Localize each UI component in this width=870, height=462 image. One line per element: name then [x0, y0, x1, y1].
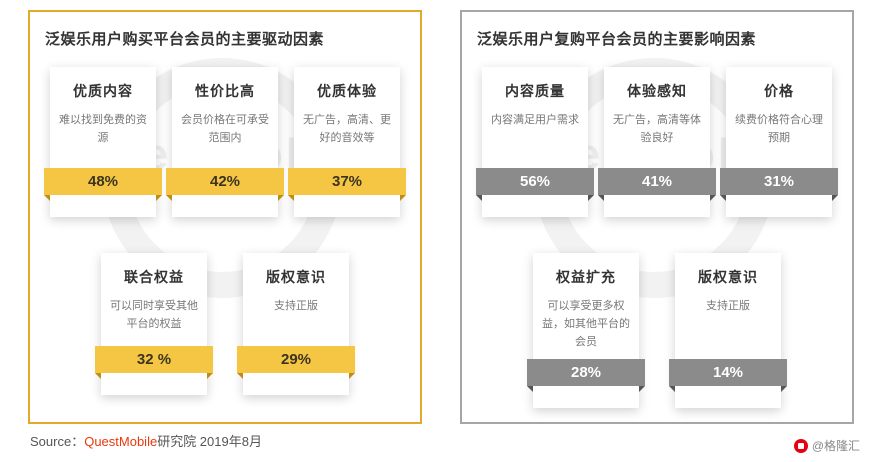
- factor-description: 会员价格在可承受范围内: [181, 114, 269, 145]
- panel-title-left: 泛娱乐用户购买平台会员的主要驱动因素: [45, 31, 325, 48]
- factor-description: 续费价格符合心理预期: [735, 114, 823, 145]
- factor-title: 体验感知: [627, 83, 687, 99]
- factor-card: 版权意识 支持正版 29%: [237, 253, 355, 395]
- factor-card: 内容质量 内容满足用户需求 56%: [476, 67, 594, 217]
- source-label: Source：: [30, 434, 85, 449]
- factor-title: 联合权益: [124, 269, 184, 285]
- factor-title: 性价比高: [195, 83, 255, 99]
- factor-description: 支持正版: [274, 300, 318, 312]
- factor-description: 无广告，高清、更好的音效等: [303, 114, 391, 145]
- right-cards-row-2: 权益扩充 可以享受更多权益，如其他平台的会员 28% 版权意识 支持正版 14%: [462, 253, 852, 409]
- gelonghui-logo-icon: [793, 438, 808, 453]
- factor-card: 价格 续费价格符合心理预期 31%: [720, 67, 838, 217]
- factor-title: 版权意识: [698, 269, 758, 285]
- factor-title: 版权意识: [266, 269, 326, 285]
- factor-card: 版权意识 支持正版 14%: [669, 253, 787, 409]
- factor-card: 优质体验 无广告，高清、更好的音效等 37%: [288, 67, 406, 217]
- factor-value-ribbon: 41%: [598, 168, 716, 201]
- factor-description: 支持正版: [706, 300, 750, 312]
- repurchase-factors-panel: QuestMobile 泛娱乐用户复购平台会员的主要影响因素 内容质量 内容满足…: [460, 10, 854, 424]
- footer-brand: @格隆汇: [793, 437, 860, 454]
- factor-card: 权益扩充 可以享受更多权益，如其他平台的会员 28%: [527, 253, 645, 409]
- factor-description: 无广告，高清等体验良好: [613, 114, 701, 145]
- factor-title: 优质体验: [317, 83, 377, 99]
- factor-card: 联合权益 可以同时享受其他平台的权益 32 %: [95, 253, 213, 395]
- factor-description: 可以享受更多权益，如其他平台的会员: [542, 300, 630, 349]
- source-suffix: 研究院 2019年8月: [157, 434, 262, 449]
- factor-description: 可以同时享受其他平台的权益: [110, 300, 198, 331]
- factor-value-ribbon: 14%: [669, 359, 787, 393]
- factor-title: 价格: [764, 83, 794, 99]
- purchase-drivers-panel: QuestMobile 泛娱乐用户购买平台会员的主要驱动因素 优质内容 难以找到…: [28, 10, 422, 424]
- factor-card: 体验感知 无广告，高清等体验良好 41%: [598, 67, 716, 217]
- factor-value-ribbon: 48%: [44, 168, 162, 201]
- factor-description: 内容满足用户需求: [491, 114, 579, 126]
- source-line: Source：QuestMobile研究院 2019年8月: [30, 431, 262, 450]
- factor-title: 权益扩充: [556, 269, 616, 285]
- factor-title: 优质内容: [73, 83, 133, 99]
- factor-value-ribbon: 37%: [288, 168, 406, 201]
- source-brand: QuestMobile: [84, 434, 158, 449]
- right-cards-row-1: 内容质量 内容满足用户需求 56% 体验感知 无广告，高清等体验良好 41% 价…: [462, 67, 852, 217]
- factor-value-ribbon: 32 %: [95, 346, 213, 379]
- factor-title: 内容质量: [505, 83, 565, 99]
- left-cards-row-2: 联合权益 可以同时享受其他平台的权益 32 % 版权意识 支持正版 29%: [30, 253, 420, 395]
- left-cards-row-1: 优质内容 难以找到免费的资源 48% 性价比高 会员价格在可承受范围内 42% …: [30, 67, 420, 217]
- panel-title-right: 泛娱乐用户复购平台会员的主要影响因素: [477, 31, 757, 48]
- factor-description: 难以找到免费的资源: [59, 114, 147, 145]
- factor-card: 优质内容 难以找到免费的资源 48%: [44, 67, 162, 217]
- factor-value-ribbon: 56%: [476, 168, 594, 201]
- factor-value-ribbon: 29%: [237, 346, 355, 379]
- factor-value-ribbon: 31%: [720, 168, 838, 201]
- footer-brand-text: @格隆汇: [811, 439, 860, 453]
- factor-card: 性价比高 会员价格在可承受范围内 42%: [166, 67, 284, 217]
- factor-value-ribbon: 42%: [166, 168, 284, 201]
- factor-value-ribbon: 28%: [527, 359, 645, 393]
